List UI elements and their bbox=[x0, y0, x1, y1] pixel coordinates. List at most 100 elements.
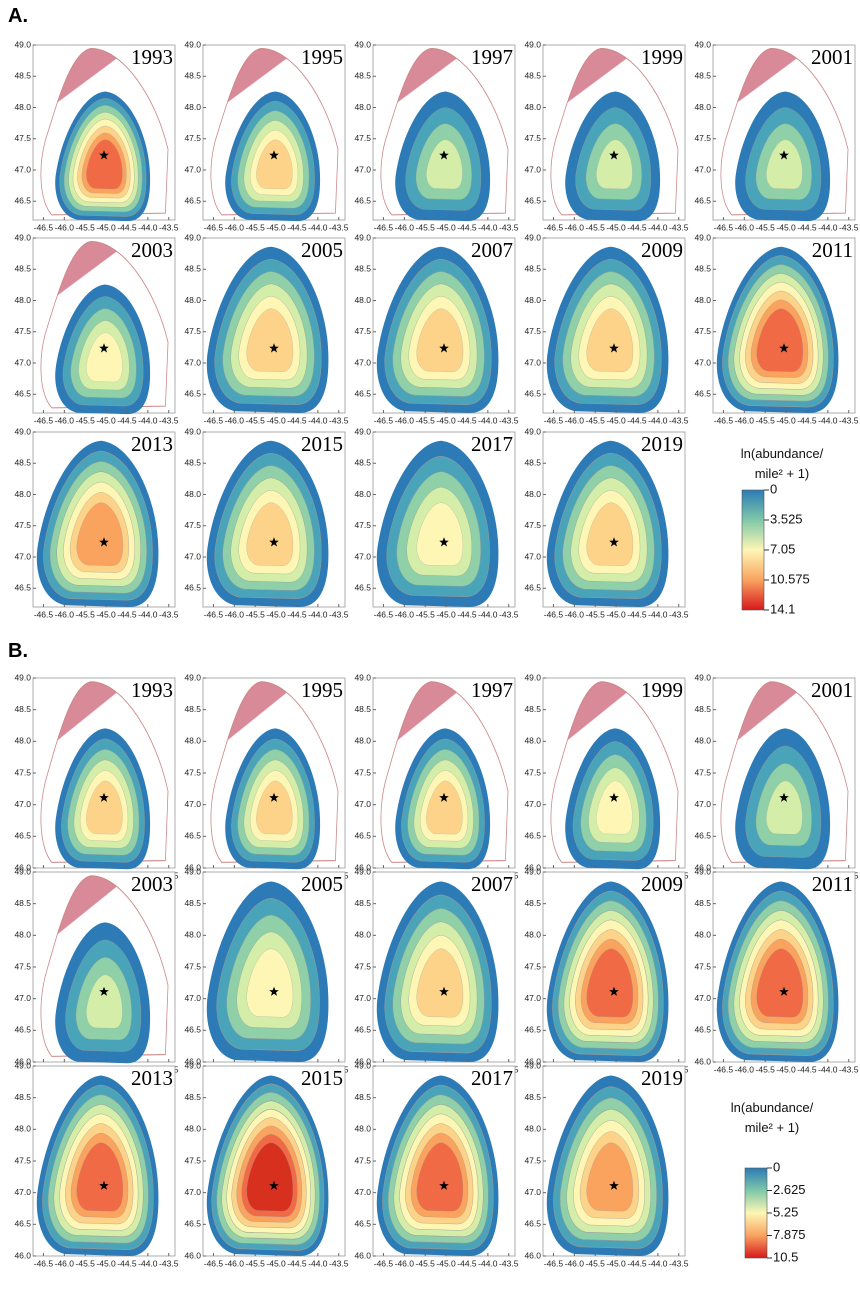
y-tick-label: 49.0 bbox=[524, 426, 541, 436]
abundance-layer bbox=[426, 139, 463, 190]
y-tick-label: 47.0 bbox=[524, 551, 541, 561]
map-area bbox=[546, 1075, 669, 1256]
x-tick-label: -44.0 bbox=[138, 415, 158, 425]
x-tick-label: -44.5 bbox=[117, 222, 137, 232]
station-marker bbox=[609, 1180, 619, 1190]
y-tick-label: 46.5 bbox=[354, 831, 371, 841]
y-tick-label: 46.0 bbox=[694, 1056, 711, 1066]
y-tick-label: 48.0 bbox=[354, 295, 371, 305]
y-tick-label: 46.5 bbox=[184, 389, 201, 399]
y-tick-label: 46.5 bbox=[354, 1025, 371, 1035]
colorbar-tick-label: 0 bbox=[773, 1159, 780, 1174]
map: 199346.046.547.047.548.048.549.0-46.5-46… bbox=[14, 672, 178, 880]
x-tick-label: -46.5 bbox=[34, 609, 54, 619]
x-tick-label: -46.5 bbox=[204, 222, 224, 232]
x-tick-label: -45.0 bbox=[266, 415, 286, 425]
y-tick-label: 46.0 bbox=[354, 1250, 371, 1260]
abundance-layer bbox=[586, 948, 634, 1018]
y-tick-label: 48.5 bbox=[14, 264, 31, 274]
x-tick-label: -44.5 bbox=[117, 415, 137, 425]
station-marker bbox=[99, 792, 109, 802]
y-tick-label: 49.0 bbox=[354, 39, 371, 49]
station-marker bbox=[439, 792, 449, 802]
map-year: 1993 bbox=[131, 45, 173, 69]
abundance-layer bbox=[766, 780, 803, 835]
y-tick-label: 46.5 bbox=[524, 1219, 541, 1229]
colorbar-tick-label: 2.625 bbox=[773, 1182, 806, 1197]
x-tick-label: -45.5 bbox=[416, 609, 436, 619]
y-tick-label: 47.5 bbox=[14, 520, 31, 530]
colorbar-tick-label: 7.875 bbox=[773, 1227, 806, 1242]
map: 2017 46.0 46.5 47.0 47.5 48.0 48.5 49.0 -46.5 -46… bbox=[354, 1060, 518, 1268]
station-marker bbox=[269, 792, 279, 802]
x-tick-label: -45.5 bbox=[756, 415, 776, 425]
abundance-layer bbox=[416, 502, 464, 566]
y-tick-label: 49.0 bbox=[694, 866, 711, 876]
y-tick-label: 47.0 bbox=[694, 993, 711, 1003]
y-tick-label: 49.0 bbox=[14, 39, 31, 49]
x-tick-label: -43.5 bbox=[159, 415, 179, 425]
station-marker bbox=[269, 986, 279, 996]
x-tick-label: -44.0 bbox=[478, 1258, 498, 1268]
x-tick-label: -46.5 bbox=[204, 415, 224, 425]
station-marker bbox=[269, 1180, 279, 1190]
station-marker bbox=[779, 986, 789, 996]
y-tick-label: 48.0 bbox=[354, 736, 371, 746]
x-tick-label: -46.0 bbox=[565, 1258, 585, 1268]
y-tick-label: 48.0 bbox=[184, 930, 201, 940]
y-tick-label: 48.5 bbox=[14, 704, 31, 714]
x-tick-label: -44.5 bbox=[627, 222, 647, 232]
x-tick-label: -46.5 bbox=[374, 222, 394, 232]
y-tick-label: 48.0 bbox=[184, 1124, 201, 1134]
y-tick-label: 47.0 bbox=[14, 993, 31, 1003]
x-tick-label: -43.5 bbox=[669, 609, 689, 619]
y-tick-label: 47.5 bbox=[354, 767, 371, 777]
x-tick-label: -45.5 bbox=[246, 222, 266, 232]
x-tick-label: -44.5 bbox=[117, 609, 137, 619]
map: 199546.046.547.047.548.048.549.0-46.5-46… bbox=[184, 672, 348, 880]
y-tick-label: 46.5 bbox=[184, 831, 201, 841]
x-tick-label: -46.0 bbox=[225, 415, 245, 425]
x-tick-label: -45.0 bbox=[96, 1258, 116, 1268]
station-marker bbox=[609, 792, 619, 802]
x-tick-label: -46.0 bbox=[55, 1258, 75, 1268]
y-tick-label: 46.5 bbox=[694, 1025, 711, 1035]
map-area bbox=[40, 875, 169, 1064]
x-tick-label: -44.5 bbox=[117, 1258, 137, 1268]
abundance-layer bbox=[586, 308, 634, 372]
y-tick-label: 46.5 bbox=[184, 1025, 201, 1035]
y-tick-label: 48.0 bbox=[354, 102, 371, 112]
y-tick-label: 47.5 bbox=[694, 767, 711, 777]
map-area bbox=[206, 1075, 329, 1256]
y-tick-label: 47.0 bbox=[14, 1187, 31, 1197]
y-tick-label: 47.0 bbox=[354, 164, 371, 174]
map-area bbox=[720, 681, 849, 870]
y-tick-label: 48.0 bbox=[14, 489, 31, 499]
station-marker bbox=[439, 1180, 449, 1190]
station-marker bbox=[779, 150, 789, 160]
x-tick-label: -43.5 bbox=[499, 222, 519, 232]
x-tick-label: -44.0 bbox=[138, 1258, 158, 1268]
y-tick-label: 48.0 bbox=[354, 1124, 371, 1134]
x-tick-label: -46.5 bbox=[544, 415, 564, 425]
map-area bbox=[376, 1075, 499, 1256]
x-tick-label: -45.5 bbox=[756, 222, 776, 232]
y-tick-label: 46.0 bbox=[14, 1056, 31, 1066]
abundance-layer bbox=[416, 308, 464, 372]
y-tick-label: 48.0 bbox=[14, 102, 31, 112]
y-tick-label: 47.0 bbox=[184, 993, 201, 1003]
abundance-layer bbox=[756, 308, 804, 372]
map-year: 1997 bbox=[471, 678, 513, 702]
map-year: 2015 bbox=[301, 432, 343, 456]
y-tick-label: 46.5 bbox=[14, 831, 31, 841]
y-tick-label: 48.5 bbox=[524, 898, 541, 908]
y-tick-label: 48.0 bbox=[184, 295, 201, 305]
map-area bbox=[376, 440, 499, 607]
map-area bbox=[550, 681, 679, 870]
map-year: 2001 bbox=[811, 678, 853, 702]
x-tick-label: -45.5 bbox=[76, 222, 96, 232]
x-tick-label: -44.5 bbox=[627, 609, 647, 619]
